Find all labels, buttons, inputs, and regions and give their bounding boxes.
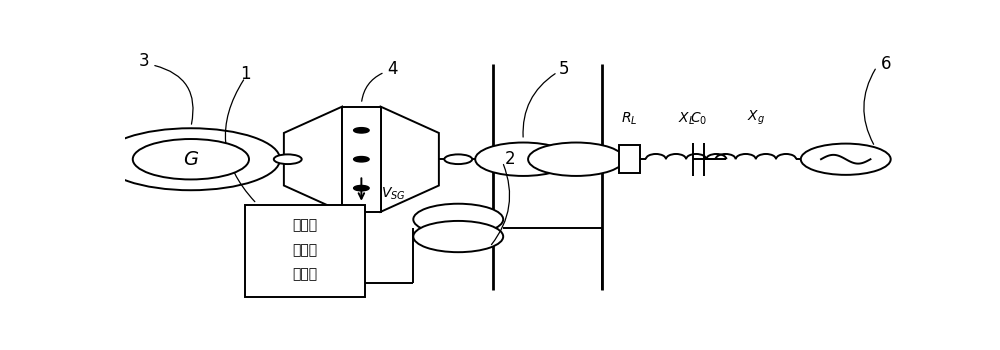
Circle shape: [413, 221, 503, 252]
Circle shape: [354, 186, 369, 191]
Circle shape: [102, 128, 280, 190]
Polygon shape: [284, 107, 342, 212]
Text: $R_L$: $R_L$: [621, 111, 638, 127]
Circle shape: [413, 204, 503, 235]
Text: 振荡抑: 振荡抑: [293, 243, 318, 257]
Circle shape: [444, 154, 472, 164]
Circle shape: [475, 142, 571, 176]
Circle shape: [801, 144, 891, 175]
Text: $C_0$: $C_0$: [690, 111, 707, 127]
Text: 1: 1: [240, 65, 250, 83]
Text: 次同步: 次同步: [293, 218, 318, 232]
Text: $V_{SG}$: $V_{SG}$: [381, 186, 405, 202]
Circle shape: [274, 154, 302, 164]
Polygon shape: [381, 107, 439, 212]
Circle shape: [354, 128, 369, 133]
Circle shape: [354, 156, 369, 162]
Text: $G$: $G$: [183, 150, 199, 169]
Circle shape: [528, 142, 624, 176]
Text: 3: 3: [139, 52, 150, 70]
Bar: [342, 107, 381, 212]
Text: 6: 6: [881, 55, 891, 72]
Text: $X_L$: $X_L$: [678, 111, 695, 127]
Bar: [619, 145, 640, 173]
Bar: [245, 205, 365, 297]
Text: $X_g$: $X_g$: [747, 108, 765, 127]
Text: 制装置: 制装置: [293, 268, 318, 282]
Text: 2: 2: [505, 150, 515, 168]
Circle shape: [133, 139, 249, 180]
Text: 5: 5: [559, 60, 570, 78]
Text: 4: 4: [387, 60, 397, 78]
